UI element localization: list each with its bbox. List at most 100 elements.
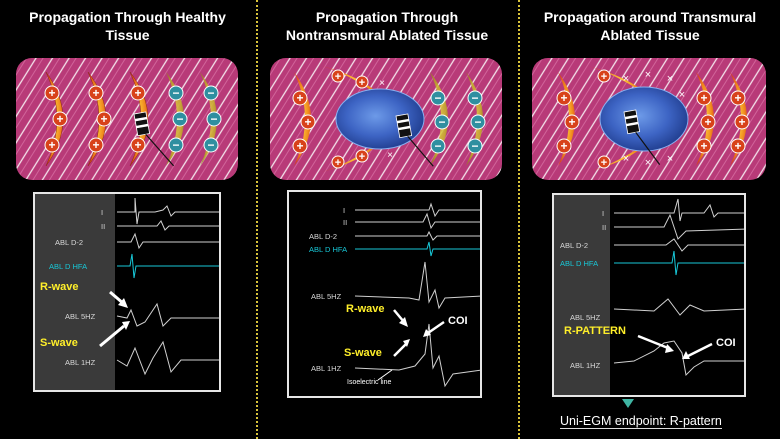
title-line-1: Propagation Through Healthy bbox=[29, 9, 226, 25]
svg-text:×: × bbox=[645, 157, 651, 169]
r-pattern-label: R-PATTERN bbox=[564, 325, 626, 337]
svg-text:−: − bbox=[474, 115, 481, 129]
panel-transmural: Propagation around Transmural Ablated Ti… bbox=[520, 0, 780, 439]
svg-text:+: + bbox=[48, 86, 55, 100]
svg-text:−: − bbox=[207, 138, 214, 152]
lead-label: I bbox=[343, 206, 346, 215]
lead-label: ABL D-2 bbox=[560, 241, 589, 250]
svg-text:×: × bbox=[667, 153, 673, 165]
svg-text:+: + bbox=[304, 115, 311, 129]
lead-label-hfa: ABL D HFA bbox=[560, 259, 599, 268]
annotation-arrows bbox=[377, 309, 445, 381]
negative-charges: − − − − − − bbox=[430, 90, 486, 154]
svg-text:+: + bbox=[92, 86, 99, 100]
tissue-diagram: + + + + + + + × × − − − − − − bbox=[270, 58, 502, 180]
title-line-2: Tissue bbox=[105, 27, 150, 43]
s-wave-label: S-wave bbox=[344, 347, 382, 359]
endpoint-caption: Uni-EGM endpoint: R-pattern bbox=[560, 414, 722, 429]
annotation-arrows bbox=[99, 290, 130, 348]
svg-text:+: + bbox=[601, 71, 607, 83]
lead-label: ABL 1HZ bbox=[570, 361, 601, 370]
svg-text:+: + bbox=[134, 86, 141, 100]
annotation-arrows bbox=[637, 334, 713, 359]
lead-label: ABL 5HZ bbox=[570, 313, 601, 322]
coi-arrow bbox=[427, 320, 445, 335]
svg-text:+: + bbox=[734, 139, 741, 153]
panel-title: Propagation Through Nontransmural Ablate… bbox=[258, 8, 516, 44]
lead-label: ABL 5HZ bbox=[65, 312, 96, 321]
svg-text:+: + bbox=[56, 112, 63, 126]
lead-label: ABL 1HZ bbox=[311, 364, 342, 373]
svg-text:×: × bbox=[379, 78, 385, 89]
coi-label: COI bbox=[448, 315, 468, 327]
svg-text:−: − bbox=[210, 112, 217, 126]
svg-text:−: − bbox=[176, 112, 183, 126]
positive-charges: + + + + + + + bbox=[292, 69, 369, 169]
catheter-icon bbox=[395, 113, 434, 167]
r-wave-label: R-wave bbox=[40, 281, 79, 293]
isoelectric-arrow bbox=[377, 369, 393, 381]
lead-label-hfa: ABL D HFA bbox=[309, 245, 348, 254]
svg-text:−: − bbox=[172, 138, 179, 152]
svg-text:−: − bbox=[471, 91, 478, 105]
svg-text:×: × bbox=[667, 73, 673, 85]
panel-nontransmural: Propagation Through Nontransmural Ablate… bbox=[258, 0, 516, 439]
svg-text:−: − bbox=[207, 86, 214, 100]
svg-text:+: + bbox=[48, 138, 55, 152]
svg-text:+: + bbox=[700, 91, 707, 105]
r-pattern-arrow bbox=[637, 334, 669, 350]
svg-text:+: + bbox=[335, 71, 341, 83]
svg-text:−: − bbox=[172, 86, 179, 100]
svg-text:+: + bbox=[134, 138, 141, 152]
svg-text:×: × bbox=[679, 89, 685, 101]
coi-label: COI bbox=[716, 337, 736, 349]
egm-recording: I II ABL D-2 ABL D HFA ABL 5HZ ABL 1HZ bbox=[33, 192, 221, 392]
egm-recording: I II ABL D-2 ABL D HFA ABL 5HZ ABL 1HZ I… bbox=[287, 190, 482, 398]
svg-text:+: + bbox=[568, 115, 575, 129]
svg-text:+: + bbox=[296, 91, 303, 105]
coi-arrow bbox=[687, 342, 713, 358]
title-line-1: Propagation around Transmural bbox=[543, 9, 757, 25]
panel-divider bbox=[518, 0, 520, 439]
lead-label: ABL D-2 bbox=[309, 232, 338, 241]
isoelectric-label: Isoelectric line bbox=[347, 379, 392, 386]
egm-traces bbox=[116, 197, 219, 376]
title-line-1: Propagation Through bbox=[315, 9, 459, 25]
lead-label: I bbox=[602, 209, 605, 218]
lead-label: II bbox=[101, 222, 106, 231]
svg-text:+: + bbox=[601, 157, 607, 169]
tissue-diagram: + + + + + + + + + + + × × × × × × × bbox=[532, 58, 766, 180]
lead-label: II bbox=[343, 218, 348, 227]
svg-text:+: + bbox=[560, 91, 567, 105]
svg-text:+: + bbox=[704, 115, 711, 129]
egm-traces bbox=[354, 202, 480, 388]
svg-text:−: − bbox=[471, 139, 478, 153]
lead-label-column bbox=[554, 195, 610, 395]
tissue-background bbox=[16, 58, 238, 180]
positive-charges: + + + + + + + + + + + bbox=[556, 69, 750, 169]
endpoint-marker-icon bbox=[622, 399, 634, 408]
lead-label: ABL D-2 bbox=[55, 238, 84, 247]
svg-text:+: + bbox=[359, 151, 365, 163]
panel-healthy: Propagation Through Healthy Tissue + + +… bbox=[0, 0, 255, 439]
svg-text:×: × bbox=[387, 150, 393, 161]
s-wave-arrow bbox=[99, 324, 125, 348]
catheter-icon bbox=[133, 111, 175, 167]
svg-text:×: × bbox=[645, 69, 651, 81]
positive-charges: + + + + + + + + bbox=[44, 85, 146, 153]
svg-text:+: + bbox=[734, 91, 741, 105]
egm-traces bbox=[613, 198, 744, 377]
lead-label: I bbox=[101, 208, 104, 217]
tissue-diagram: + + + + + + + + − − − − − − bbox=[16, 58, 238, 180]
r-wave-label: R-wave bbox=[346, 303, 385, 315]
panel-divider bbox=[256, 0, 258, 439]
svg-text:+: + bbox=[738, 115, 745, 129]
svg-text:+: + bbox=[296, 139, 303, 153]
lesion-icon bbox=[599, 86, 689, 152]
lead-label-column bbox=[35, 194, 115, 390]
lead-label: ABL 5HZ bbox=[311, 292, 342, 301]
svg-text:−: − bbox=[438, 115, 445, 129]
svg-text:+: + bbox=[100, 112, 107, 126]
svg-text:×: × bbox=[623, 73, 629, 85]
panel-title: Propagation around Transmural Ablated Ti… bbox=[520, 8, 780, 44]
